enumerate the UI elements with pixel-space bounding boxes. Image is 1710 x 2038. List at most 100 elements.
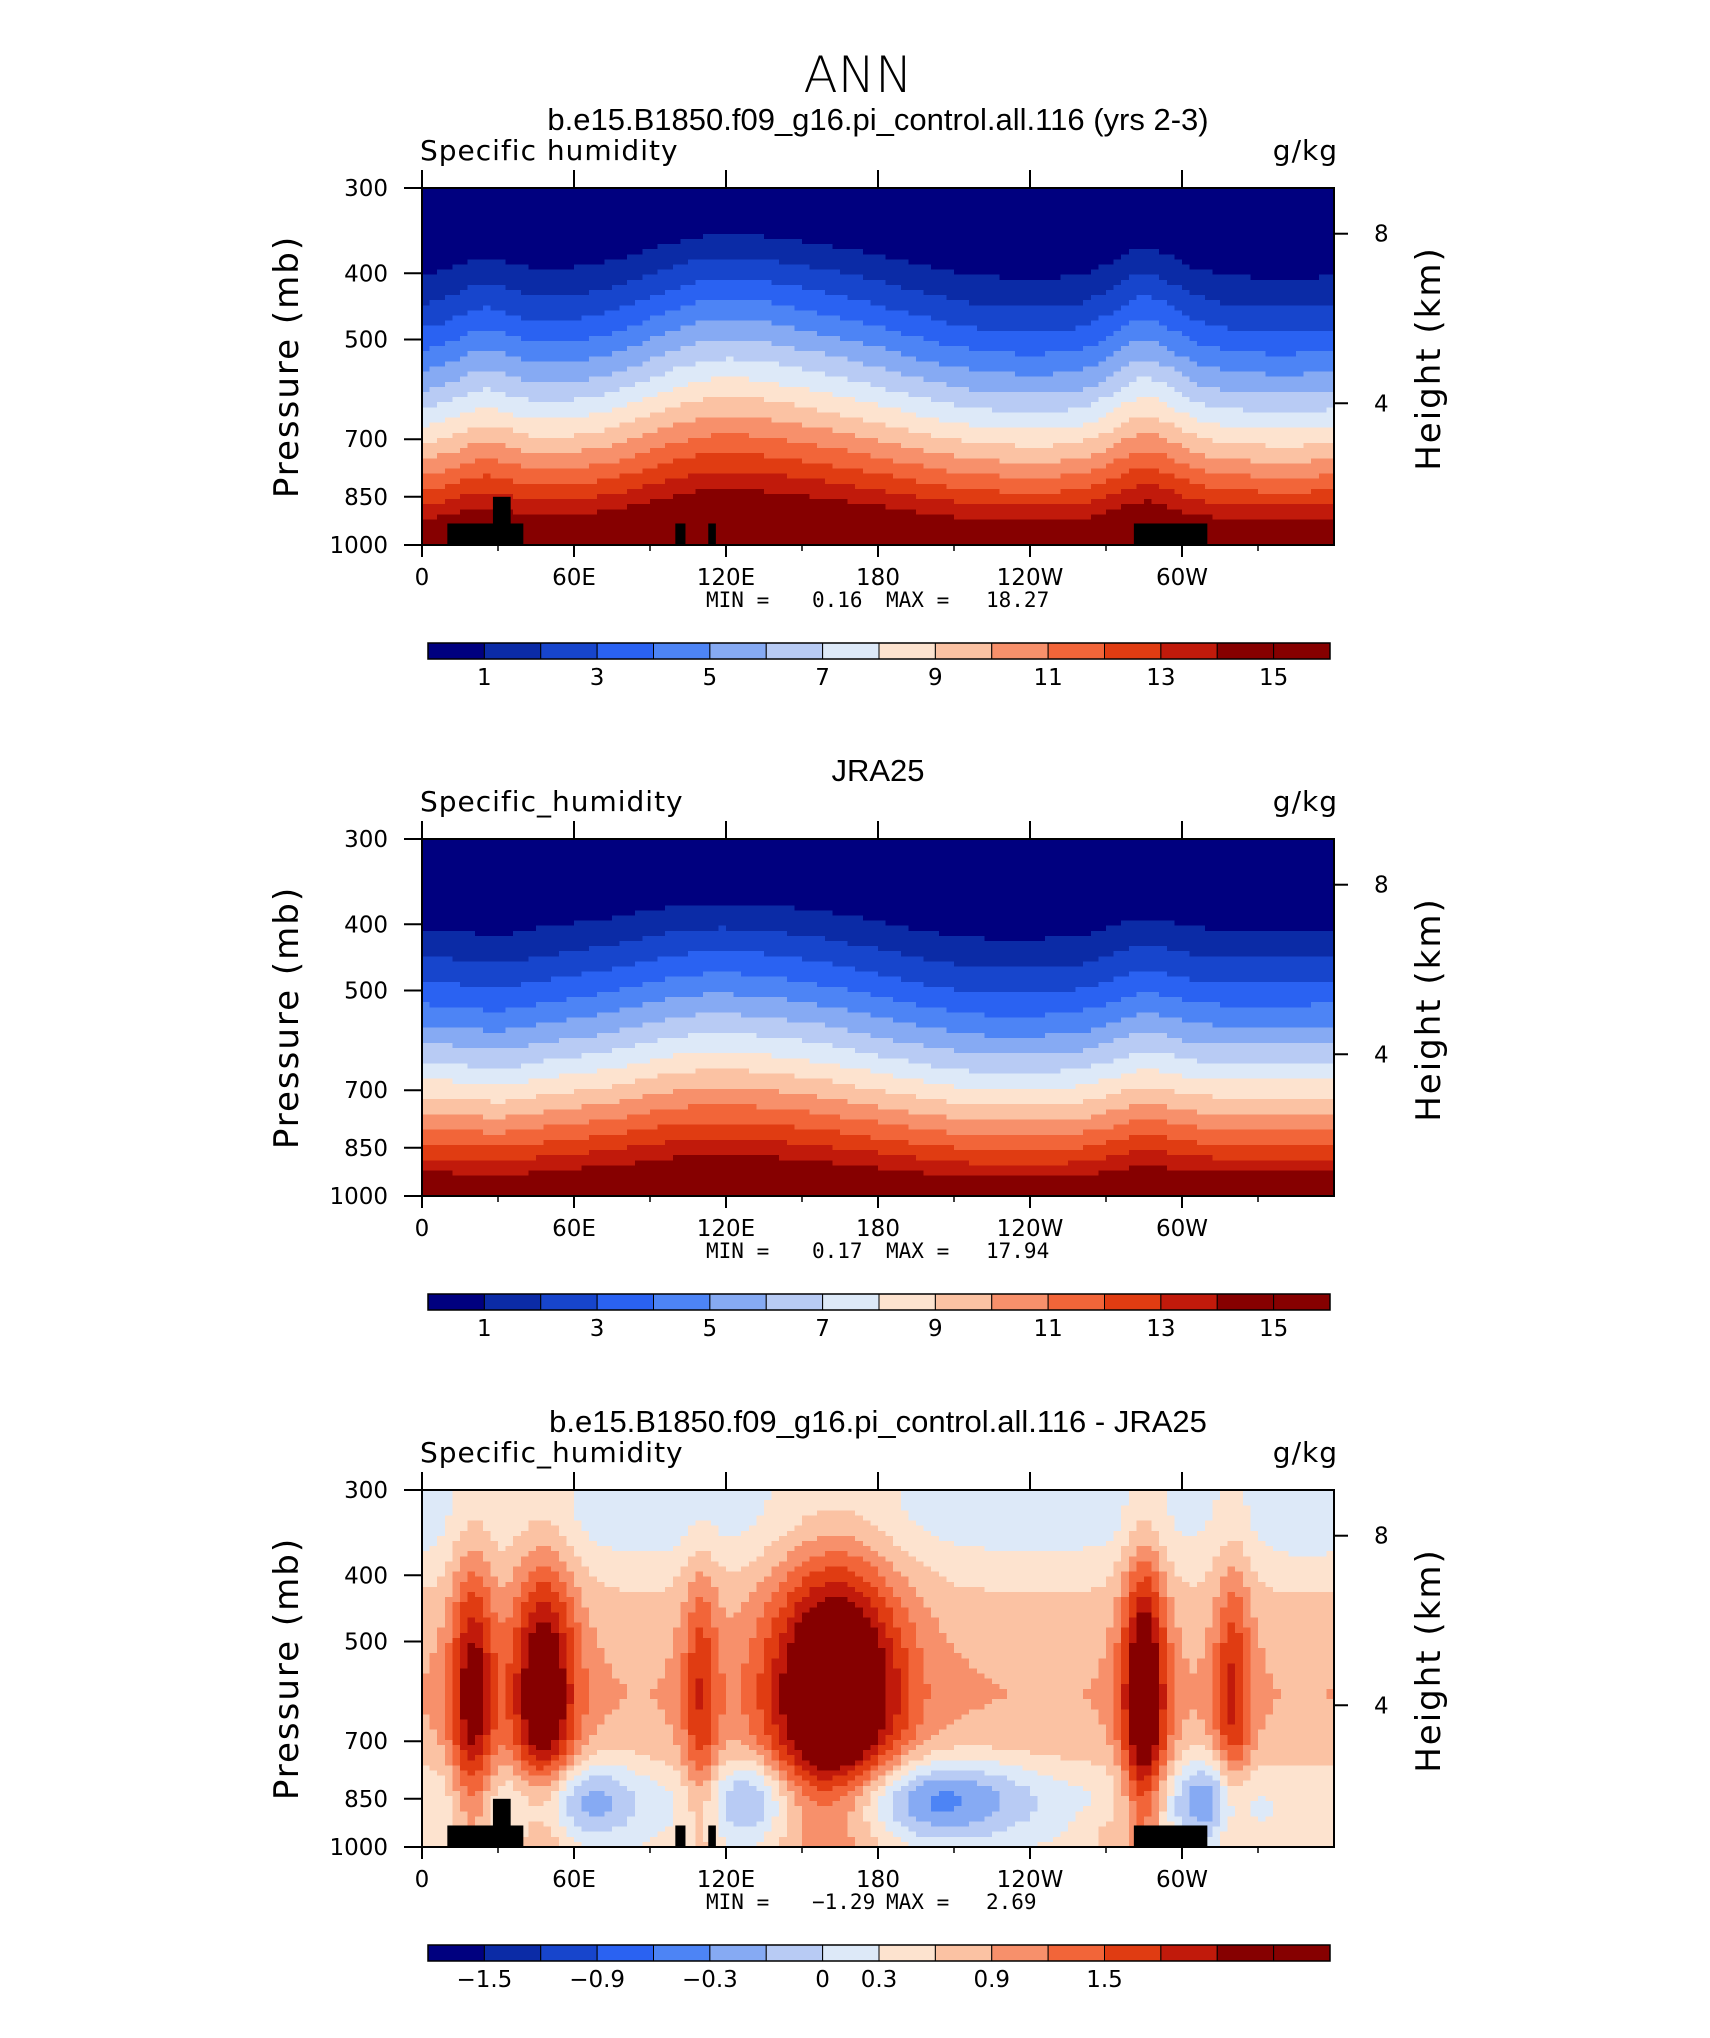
contour-cell [1296,320,1305,327]
contour-cell [1014,371,1023,378]
contour-cell [1280,371,1289,378]
contour-cell [680,223,689,230]
contour-cell [513,203,522,209]
contour-cell [726,305,735,311]
contour-cell [513,325,522,332]
contour-cell [870,284,879,291]
contour-cell [878,335,887,342]
contour-cell [900,392,909,398]
contour-cell [619,259,628,266]
contour-cell [688,233,697,240]
contour-cell [855,366,864,373]
contour-cell [1212,381,1221,388]
contour-cell [1250,310,1259,317]
contour-cell [1083,208,1092,215]
contour-cell [1235,330,1244,337]
contour-cell [688,381,697,388]
contour-cell [1288,325,1297,332]
contour-cell [718,366,727,373]
contour-cell [916,264,925,271]
contour-cell [794,392,803,398]
contour-cell [688,254,697,260]
contour-cell [444,392,453,398]
contour-cell [528,361,537,368]
contour-cell [688,203,697,209]
contour-cell [505,213,514,220]
contour-cell [794,371,803,378]
contour-cell [1060,223,1069,230]
contour-cell [726,218,735,225]
contour-cell [1258,249,1267,255]
contour-cell [1030,290,1039,296]
contour-cell [1136,310,1145,317]
contour-cell [1303,305,1312,311]
contour-cell [467,239,476,245]
contour-cell [1250,244,1259,250]
contour-cell [710,208,719,215]
contour-cell [528,228,537,235]
contour-cell [954,193,963,199]
contour-cell [703,341,712,347]
contour-cell [900,325,909,332]
contour-cell [786,198,795,204]
contour-cell [878,376,887,383]
contour-cell [817,254,826,260]
contour-cell [688,366,697,373]
contour-cell [650,325,659,332]
contour-cell [1197,233,1206,240]
contour-cell [916,300,925,306]
contour-cell [1068,310,1077,317]
contour-cell [969,223,978,230]
contour-cell [1060,279,1069,286]
contour-cell [718,279,727,286]
contour-cell [1121,188,1130,194]
contour-cell [999,356,1008,362]
contour-cell [688,341,697,347]
contour-cell [498,188,507,194]
contour-cell [878,254,887,260]
contour-cell [1318,310,1327,317]
contour-cell [832,325,841,332]
contour-cell [1045,249,1054,255]
contour-cell [1212,325,1221,332]
contour-cell [1022,239,1031,245]
contour-cell [832,295,841,301]
contour-cell [1007,341,1016,347]
contour-cell [946,392,955,398]
contour-cell [1227,300,1236,306]
contour-cell [650,193,659,199]
contour-cell [870,361,879,368]
contour-cell [786,228,795,235]
contour-cell [596,193,605,199]
contour-cell [1303,239,1312,245]
contour-cell [771,341,780,347]
contour-cell [680,330,689,337]
contour-cell [870,300,879,306]
contour-cell [726,315,735,322]
contour-cell [1113,223,1122,230]
contour-cell [855,193,864,199]
contour-cell [710,376,719,383]
contour-cell [490,320,499,327]
contour-cell [1212,279,1221,286]
contour-cell [938,346,947,352]
contour-cell [1182,392,1191,398]
contour-cell [726,274,735,281]
contour-cell [1235,249,1244,255]
contour-cell [999,188,1008,194]
contour-cell [1052,223,1061,230]
contour-cell [992,330,1001,337]
contour-cell [938,361,947,368]
contour-cell [817,290,826,296]
contour-cell [1189,361,1198,368]
contour-cell [703,274,712,281]
contour-cell [900,193,909,199]
contour-cell [604,228,613,235]
contour-cell [1075,193,1084,199]
contour-cell [984,376,993,383]
contour-cell [908,376,917,383]
contour-cell [574,188,583,194]
contour-cell [1258,320,1267,327]
contour-cell [1136,239,1145,245]
contour-cell [900,254,909,260]
